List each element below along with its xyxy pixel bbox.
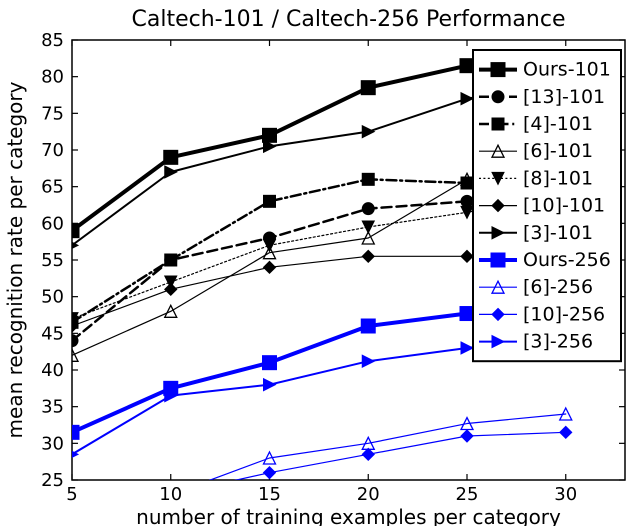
x-tick-label: 5 <box>66 484 77 505</box>
legend-label: [3]-101 <box>523 222 593 244</box>
x-tick-label: 15 <box>258 484 281 505</box>
y-tick-label: 85 <box>41 30 64 51</box>
chart-svg: 5 10 15 20 25 30 25 30 35 40 45 50 55 60 65 70 75 80 85 Cal… <box>0 0 635 526</box>
y-tick-label: 40 <box>41 360 64 381</box>
x-tick-label: 10 <box>159 484 182 505</box>
legend-label: [8]-101 <box>523 167 593 189</box>
x-tick-label: 20 <box>357 484 380 505</box>
legend-label: [10]-101 <box>523 195 605 217</box>
y-tick-label: 60 <box>41 213 64 234</box>
legend-label: Ours-101 <box>523 59 611 81</box>
y-tick-label: 45 <box>41 323 64 344</box>
y-tick-label: 55 <box>41 250 64 271</box>
legend-label: [6]-256 <box>523 276 593 298</box>
y-tick-label: 70 <box>41 140 64 161</box>
y-tick-label: 35 <box>41 397 64 418</box>
y-tick-label: 50 <box>41 287 64 308</box>
legend-label: [13]-101 <box>523 86 605 108</box>
legend-label: [6]-101 <box>523 140 593 162</box>
y-tick-label: 25 <box>41 470 64 491</box>
chart-container: 5 10 15 20 25 30 25 30 35 40 45 50 55 60 65 70 75 80 85 Cal… <box>0 0 635 526</box>
y-axis-label: mean recognition rate per category <box>3 81 27 438</box>
legend-label: Ours-256 <box>523 249 611 271</box>
x-axis-label: number of training examples per category <box>136 505 561 526</box>
chart-title: Caltech-101 / Caltech-256 Performance <box>132 7 566 32</box>
y-tick-label: 65 <box>41 177 64 198</box>
x-tick-label: 25 <box>456 484 479 505</box>
y-tick-label: 30 <box>41 433 64 454</box>
legend-label: [3]-256 <box>523 331 593 353</box>
legend-label: [4]-101 <box>523 113 593 135</box>
legend-label: [10]-256 <box>523 303 605 325</box>
y-tick-label: 75 <box>41 103 64 124</box>
y-tick-label: 80 <box>41 67 64 88</box>
x-tick-label: 30 <box>554 484 577 505</box>
